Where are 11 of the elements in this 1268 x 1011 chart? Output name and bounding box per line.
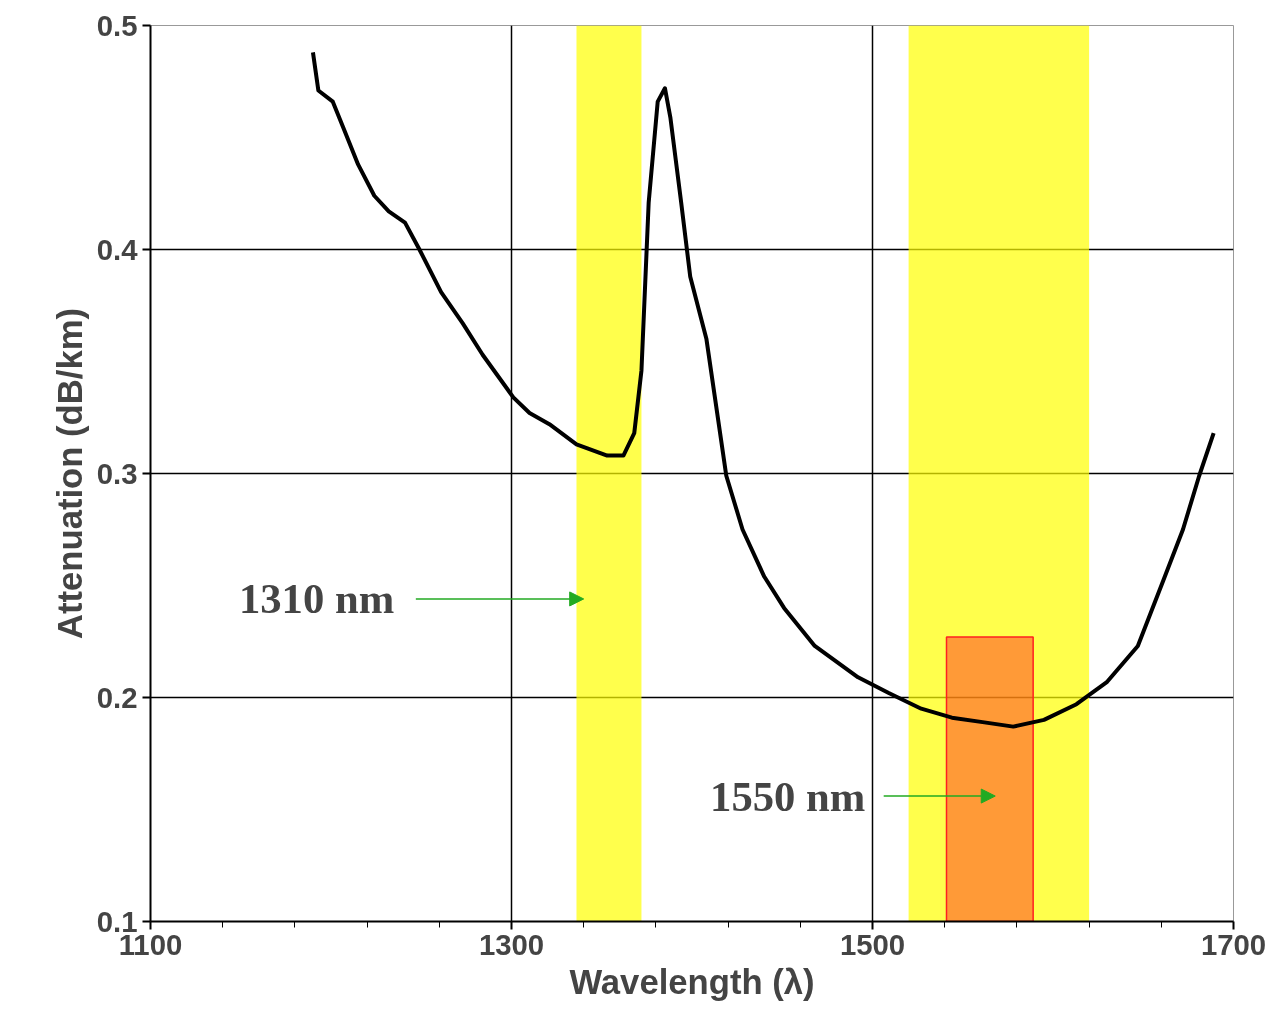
y-tick-label: 0.5 (96, 8, 138, 42)
y-tick-label: 0.3 (96, 456, 138, 490)
y-tick-label: 0.2 (96, 680, 138, 714)
annotation: 1550 nm (710, 772, 866, 820)
x-tick-label: 1300 (478, 927, 545, 961)
y-axis-title: Attenuation (dB/km) (50, 307, 89, 640)
x-tick-label: 1500 (839, 927, 906, 961)
y-tick-label: 0.4 (96, 232, 139, 266)
x-axis-title: Wavelength (λ) (569, 962, 815, 1001)
annotation: 1310 nm (238, 575, 395, 623)
x-tick-label: 1700 (1200, 927, 1267, 961)
